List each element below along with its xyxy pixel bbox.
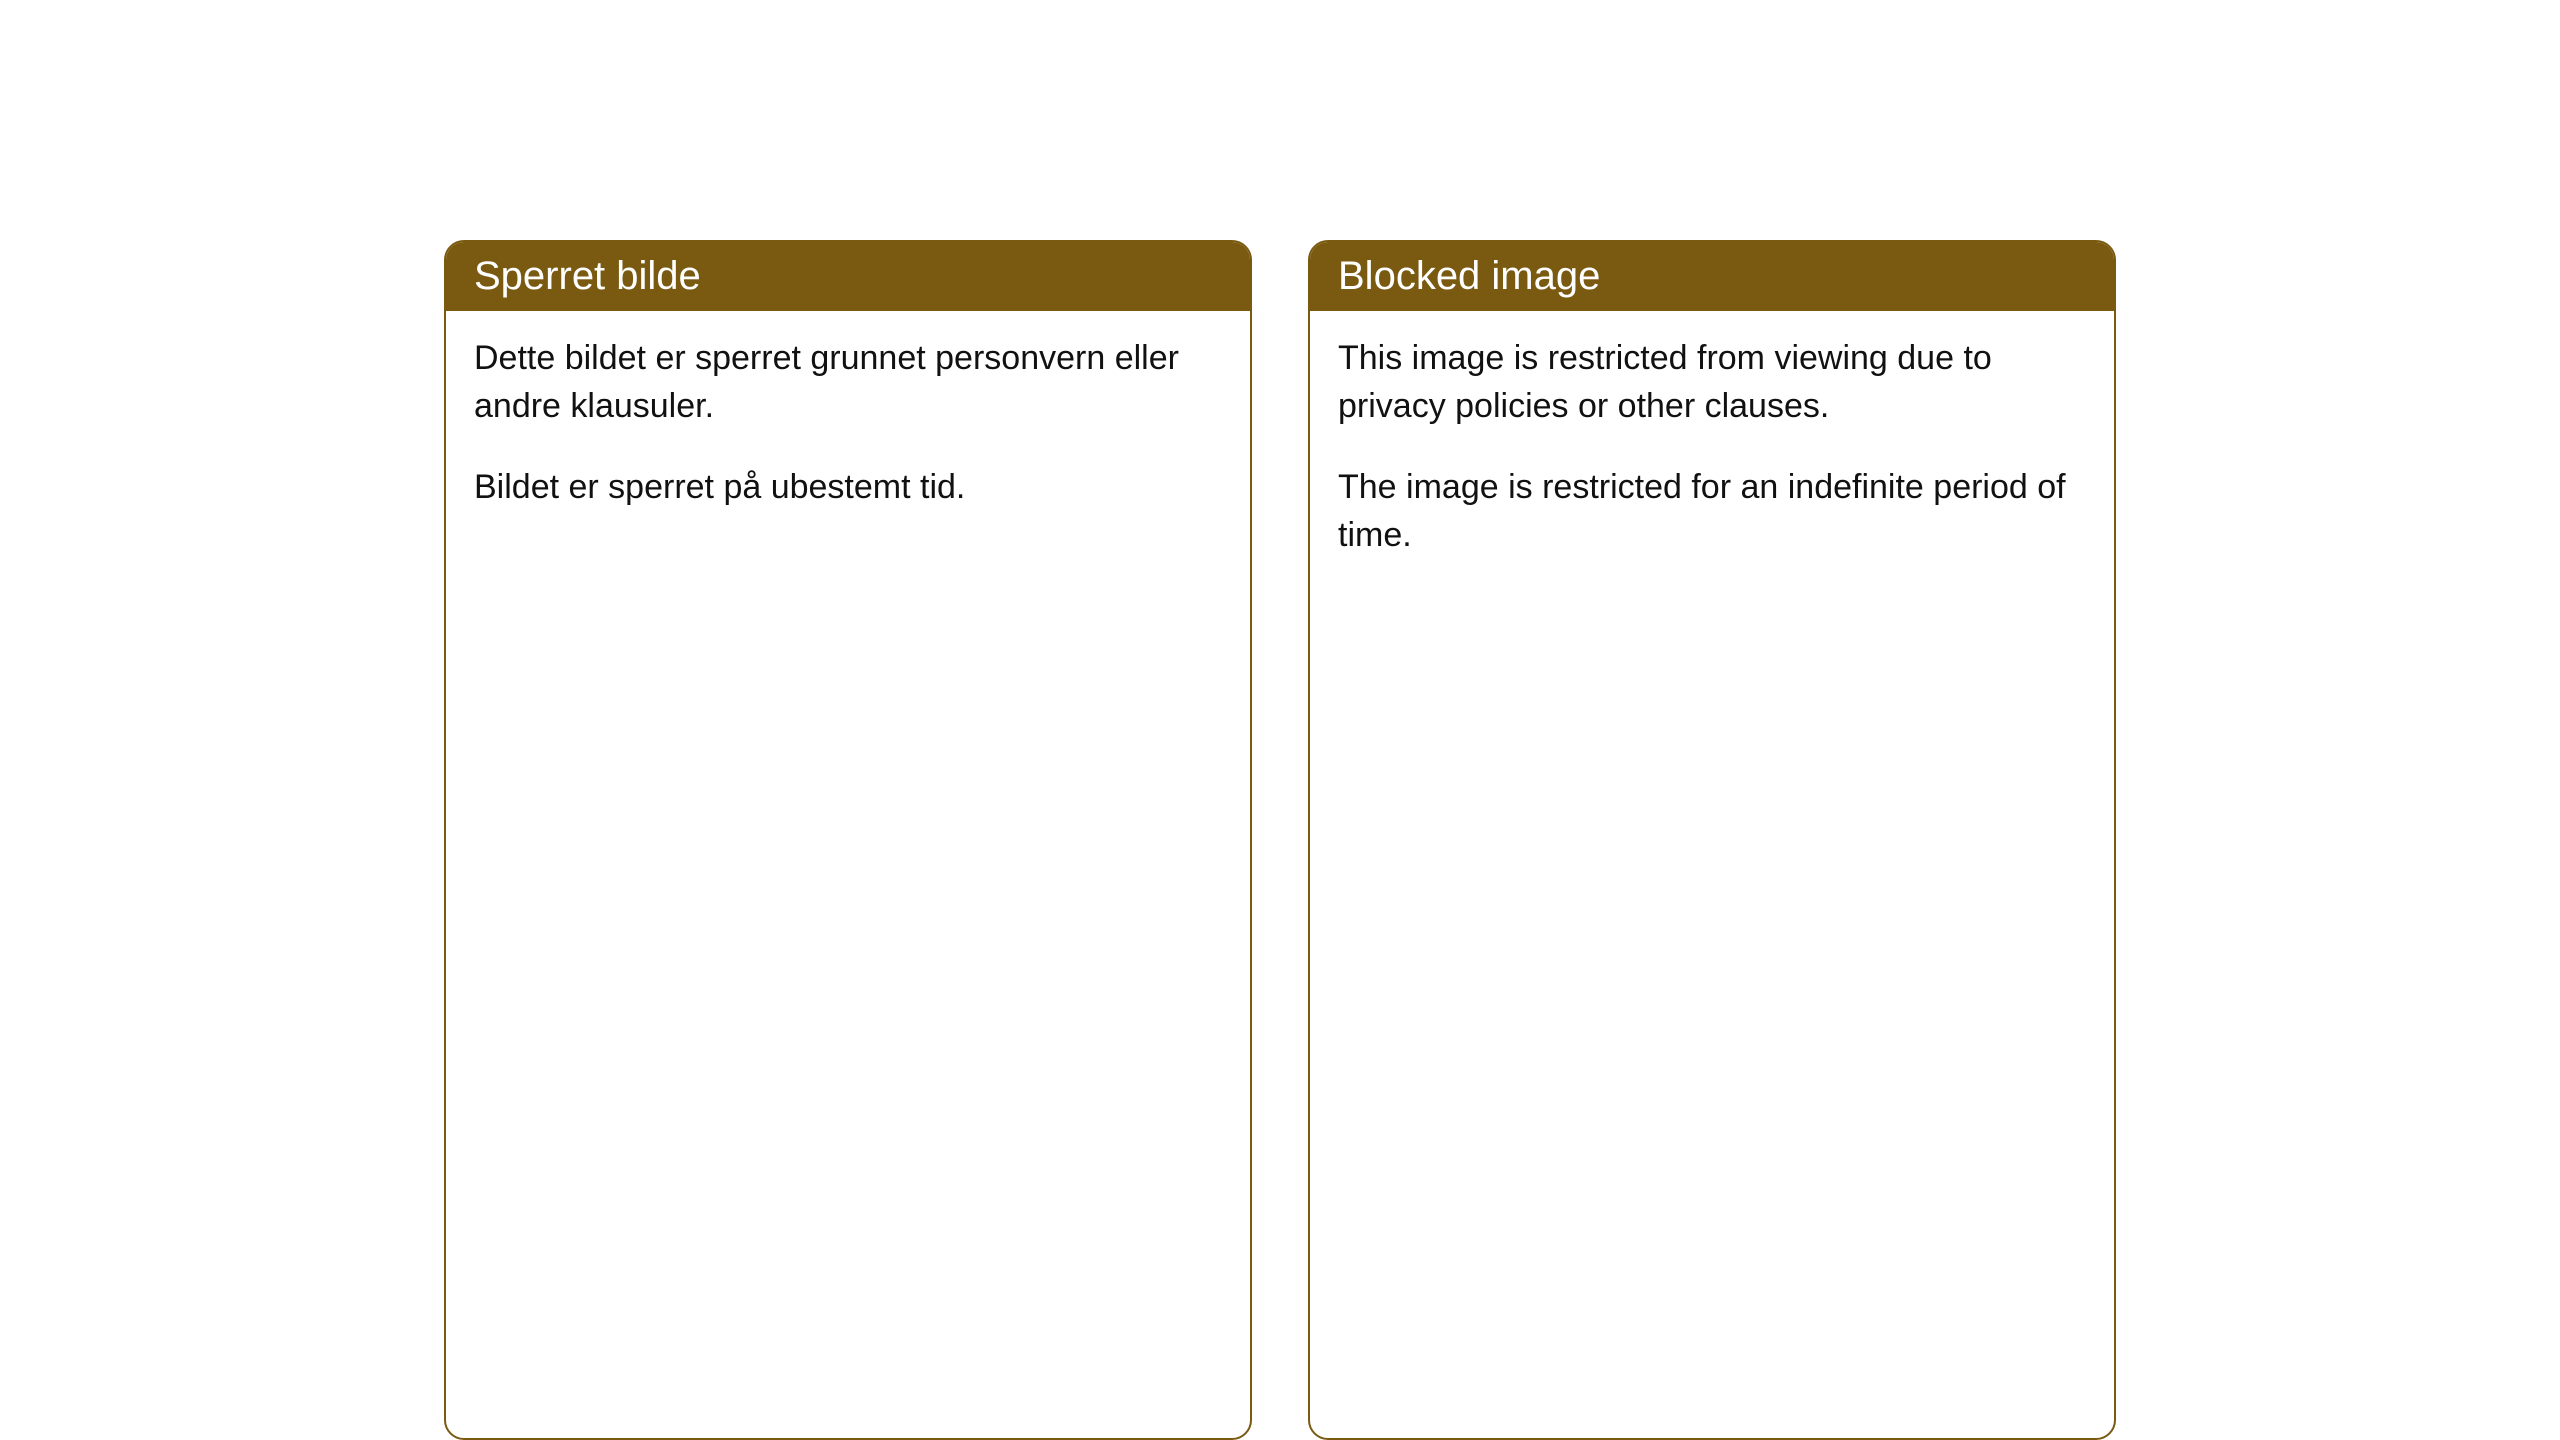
notice-card-norwegian: Sperret bilde Dette bildet er sperret gr… (444, 240, 1252, 1440)
card-paragraph: Dette bildet er sperret grunnet personve… (474, 335, 1222, 430)
card-paragraph: The image is restricted for an indefinit… (1338, 464, 2086, 559)
card-header: Sperret bilde (446, 242, 1250, 311)
card-header: Blocked image (1310, 242, 2114, 311)
card-body: This image is restricted from viewing du… (1310, 311, 2114, 599)
card-paragraph: Bildet er sperret på ubestemt tid. (474, 464, 1222, 512)
notice-card-english: Blocked image This image is restricted f… (1308, 240, 2116, 1440)
card-paragraph: This image is restricted from viewing du… (1338, 335, 2086, 430)
card-title: Blocked image (1338, 254, 1600, 298)
card-body: Dette bildet er sperret grunnet personve… (446, 311, 1250, 552)
cards-container: Sperret bilde Dette bildet er sperret gr… (444, 240, 2116, 1440)
card-title: Sperret bilde (474, 254, 701, 298)
